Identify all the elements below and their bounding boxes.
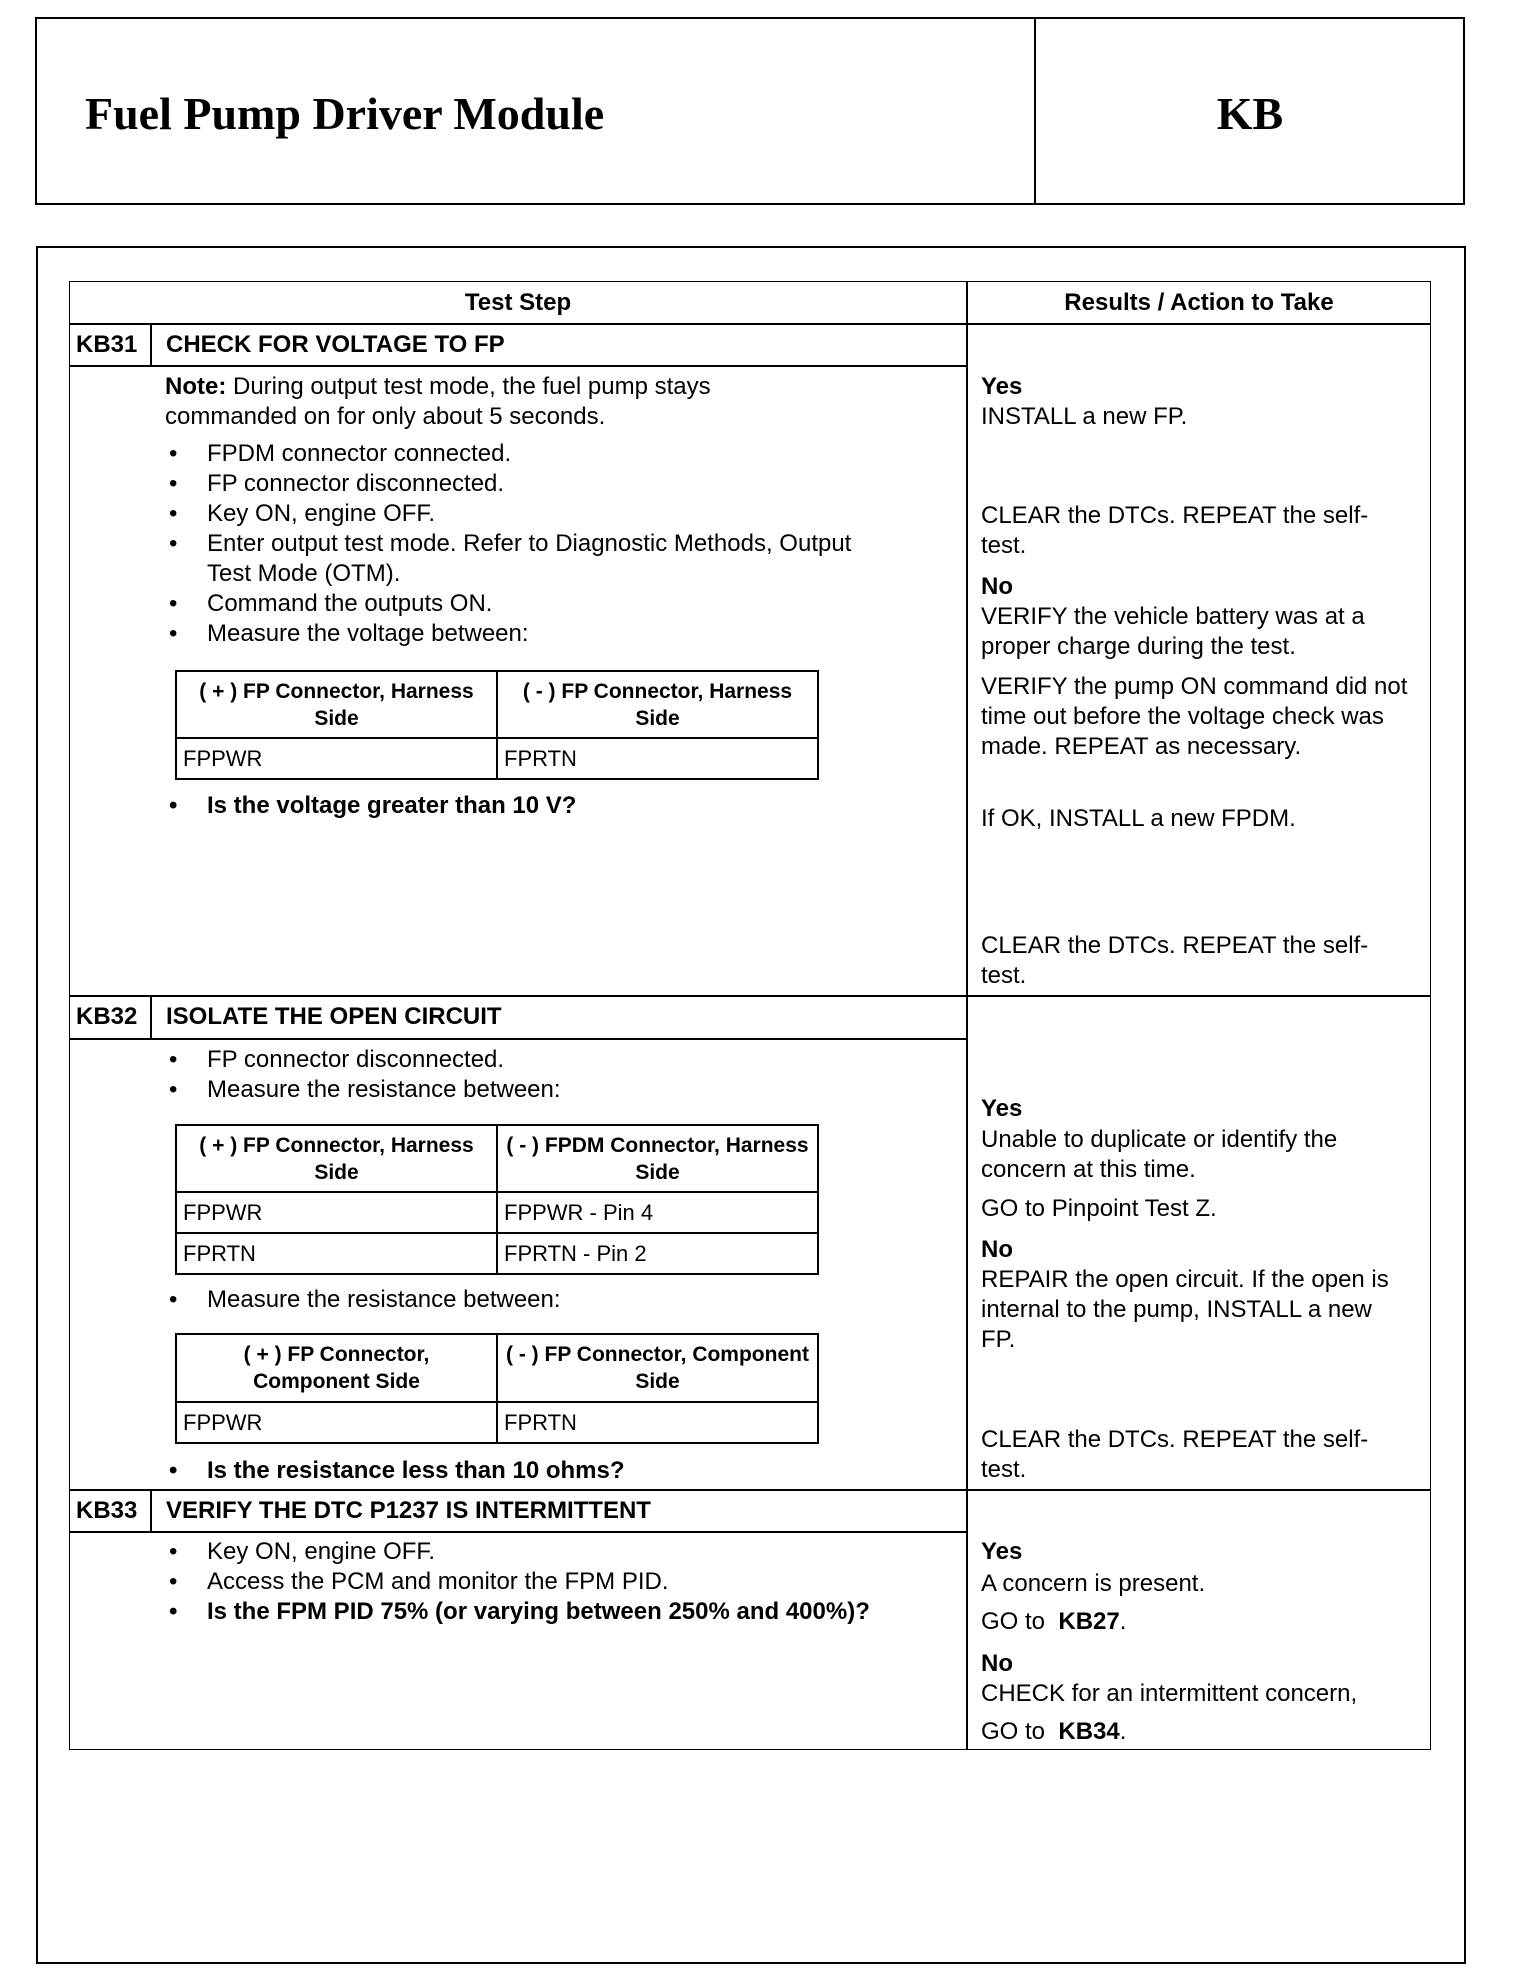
step-id: KB32 xyxy=(76,1003,138,1030)
step-title: CHECK FOR VOLTAGE TO FP xyxy=(166,331,505,358)
content-box xyxy=(36,246,1466,1964)
step-id: KB33 xyxy=(76,1497,138,1524)
row-line xyxy=(69,1531,967,1533)
cell: FPPWR xyxy=(175,1401,498,1444)
result: VERIFY the vehicle battery was at a prop… xyxy=(981,603,1365,660)
step-title: VERIFY THE DTC P1237 IS INTERMITTENT xyxy=(166,1497,651,1524)
cell: ( + ) FP Connector, Component Side xyxy=(175,1333,498,1403)
column-header: Results / Action to Take xyxy=(1064,289,1334,316)
measure-table: ( + ) FP Connector, Component Side( - ) … xyxy=(175,1333,819,1444)
note-label: Note: xyxy=(165,373,227,400)
row-line xyxy=(69,1038,967,1040)
cell: FPRTN - Pin 2 xyxy=(496,1232,819,1275)
header-code: KB xyxy=(1216,88,1284,139)
measure-table: ( + ) FP Connector, Harness Side( - ) FP… xyxy=(175,670,819,780)
result: INSTALL a new FP. xyxy=(981,403,1188,430)
bullet-list: FP connector disconnected. Measure the r… xyxy=(169,1045,907,1105)
bullet: Key ON, engine OFF. xyxy=(169,1537,907,1567)
id-divider xyxy=(150,323,152,366)
bullet-list: Is the resistance less than 10 ohms? xyxy=(169,1456,907,1486)
result: GO to Pinpoint Test Z. xyxy=(981,1195,1217,1222)
result: If OK, INSTALL a new FPDM. xyxy=(981,805,1296,832)
bullet: Measure the resistance between: xyxy=(169,1285,907,1315)
result: CLEAR the DTCs. REPEAT the self-test. xyxy=(981,1426,1369,1483)
bullet: Measure the resistance between: xyxy=(169,1075,907,1105)
result: No xyxy=(981,1650,1013,1677)
cell: FPPWR xyxy=(175,737,498,780)
bullet-list: FPDM connector connected. FP connector d… xyxy=(169,439,887,649)
bullet: Enter output test mode. Refer to Diagnos… xyxy=(169,529,897,589)
result: GO to KB27. xyxy=(981,1607,1126,1637)
step-id: KB31 xyxy=(76,331,138,358)
bullet: FP connector disconnected. xyxy=(169,1045,907,1075)
bullet: FPDM connector connected. xyxy=(169,439,887,469)
id-divider xyxy=(150,995,152,1039)
bullet: Key ON, engine OFF. xyxy=(169,499,887,529)
main-table xyxy=(69,281,1431,1750)
bullet: Access the PCM and monitor the FPM PID. xyxy=(169,1567,907,1597)
row-line xyxy=(69,995,1431,997)
step-ref: KB34 xyxy=(1058,1718,1120,1745)
cell: ( - ) FP Connector, Harness Side xyxy=(496,670,819,739)
cell: FPRTN xyxy=(496,737,819,780)
bullet-list: Measure the resistance between: xyxy=(169,1285,907,1315)
row-line xyxy=(69,323,1431,325)
step-title: ISOLATE THE OPEN CIRCUIT xyxy=(166,1003,502,1030)
note: Note: During output test mode, the fuel … xyxy=(165,372,825,432)
go-to: GO to xyxy=(981,1718,1046,1745)
note-text: During output test mode, the fuel pump s… xyxy=(165,373,711,430)
result: GO to KB34. xyxy=(981,1717,1126,1747)
header-title: Fuel Pump Driver Module xyxy=(85,88,605,139)
question: Is the voltage greater than 10 V? xyxy=(169,791,907,821)
cell: ( - ) FP Connector, Component Side xyxy=(496,1333,819,1403)
measure-table: ( + ) FP Connector, Harness Side( - ) FP… xyxy=(175,1124,819,1275)
step-ref: KB27 xyxy=(1058,1608,1120,1635)
col-divider xyxy=(966,281,968,1750)
punct: . xyxy=(1119,1608,1127,1635)
result: Yes xyxy=(981,373,1023,400)
cell: ( - ) FPDM Connector, Harness Side xyxy=(496,1124,819,1193)
cell: ( + ) FP Connector, Harness Side xyxy=(175,1124,498,1193)
bullet: Measure the voltage between: xyxy=(169,619,887,649)
result: Yes xyxy=(981,1095,1023,1122)
punct: . xyxy=(1119,1718,1127,1745)
result: Unable to duplicate or identify the conc… xyxy=(981,1126,1338,1183)
result: No xyxy=(981,573,1013,600)
result: CHECK for an intermittent concern, xyxy=(981,1680,1358,1707)
row-line xyxy=(69,365,967,367)
row-line xyxy=(69,1489,1431,1491)
question: Is the FPM PID 75% (or varying between 2… xyxy=(169,1597,897,1627)
cell: FPPWR - Pin 4 xyxy=(496,1191,819,1234)
id-divider xyxy=(150,1489,152,1532)
result: A concern is present. xyxy=(981,1570,1206,1597)
result: REPAIR the open circuit. If the open is … xyxy=(981,1266,1389,1353)
result: Yes xyxy=(981,1538,1023,1565)
bullet: FP connector disconnected. xyxy=(169,469,887,499)
cell: ( + ) FP Connector, Harness Side xyxy=(175,670,498,739)
column-header: Test Step xyxy=(464,289,572,316)
result: VERIFY the pump ON command did not time … xyxy=(981,673,1408,760)
result: CLEAR the DTCs. REPEAT the self-test. xyxy=(981,502,1369,559)
question: Is the resistance less than 10 ohms? xyxy=(169,1456,907,1486)
header-divider xyxy=(1034,17,1036,205)
bullet-list: Key ON, engine OFF. Access the PCM and m… xyxy=(169,1537,907,1627)
bullet-list: Is the voltage greater than 10 V? xyxy=(169,791,907,821)
result: CLEAR the DTCs. REPEAT the self-test. xyxy=(981,932,1369,989)
bullet: Command the outputs ON. xyxy=(169,589,887,619)
header-box xyxy=(35,17,1465,205)
cell: FPRTN xyxy=(175,1232,498,1275)
result: No xyxy=(981,1236,1013,1263)
cell: FPRTN xyxy=(496,1401,819,1444)
go-to: GO to xyxy=(981,1608,1046,1635)
cell: FPPWR xyxy=(175,1191,498,1234)
